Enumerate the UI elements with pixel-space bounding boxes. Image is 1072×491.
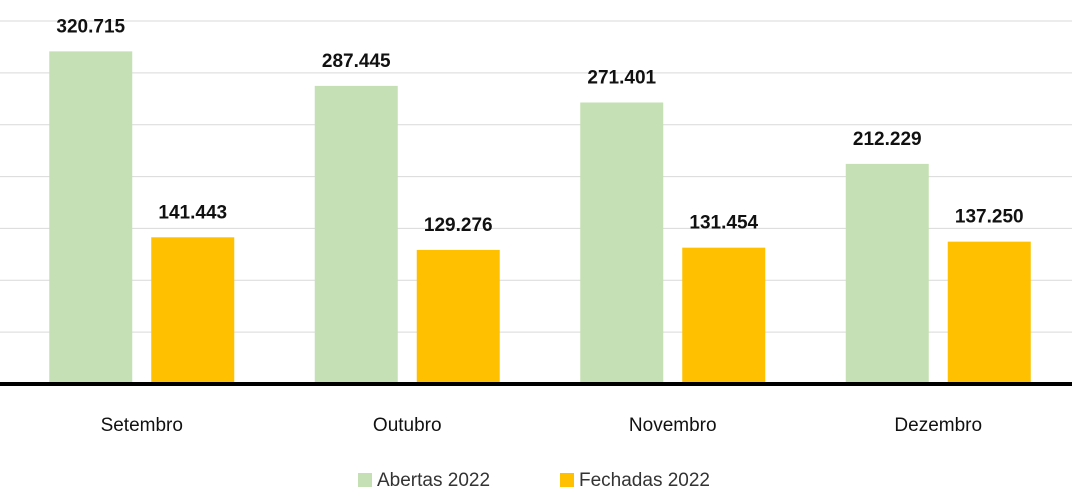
bar bbox=[845, 163, 929, 384]
bar bbox=[947, 241, 1031, 384]
legend-swatch bbox=[358, 473, 372, 487]
x-tick-label: Setembro bbox=[101, 415, 183, 436]
bar bbox=[580, 102, 664, 384]
value-label: 129.276 bbox=[424, 215, 493, 236]
legend-swatch bbox=[560, 473, 574, 487]
value-label: 141.443 bbox=[158, 202, 227, 223]
value-label: 320.715 bbox=[56, 16, 125, 37]
bar bbox=[416, 249, 500, 384]
bar bbox=[314, 85, 398, 384]
legend-label: Abertas 2022 bbox=[377, 470, 490, 491]
value-label: 212.229 bbox=[853, 129, 922, 150]
value-label: 137.250 bbox=[955, 207, 1024, 228]
x-tick-label: Novembro bbox=[629, 415, 717, 436]
bar bbox=[49, 51, 133, 384]
legend-label: Fechadas 2022 bbox=[579, 470, 710, 491]
value-label: 271.401 bbox=[587, 68, 656, 89]
value-label: 131.454 bbox=[689, 213, 758, 234]
x-tick-label: Dezembro bbox=[894, 415, 982, 436]
bar bbox=[151, 237, 235, 384]
value-label: 287.445 bbox=[322, 51, 391, 72]
x-tick-label: Outubro bbox=[373, 415, 442, 436]
bar bbox=[682, 247, 766, 384]
